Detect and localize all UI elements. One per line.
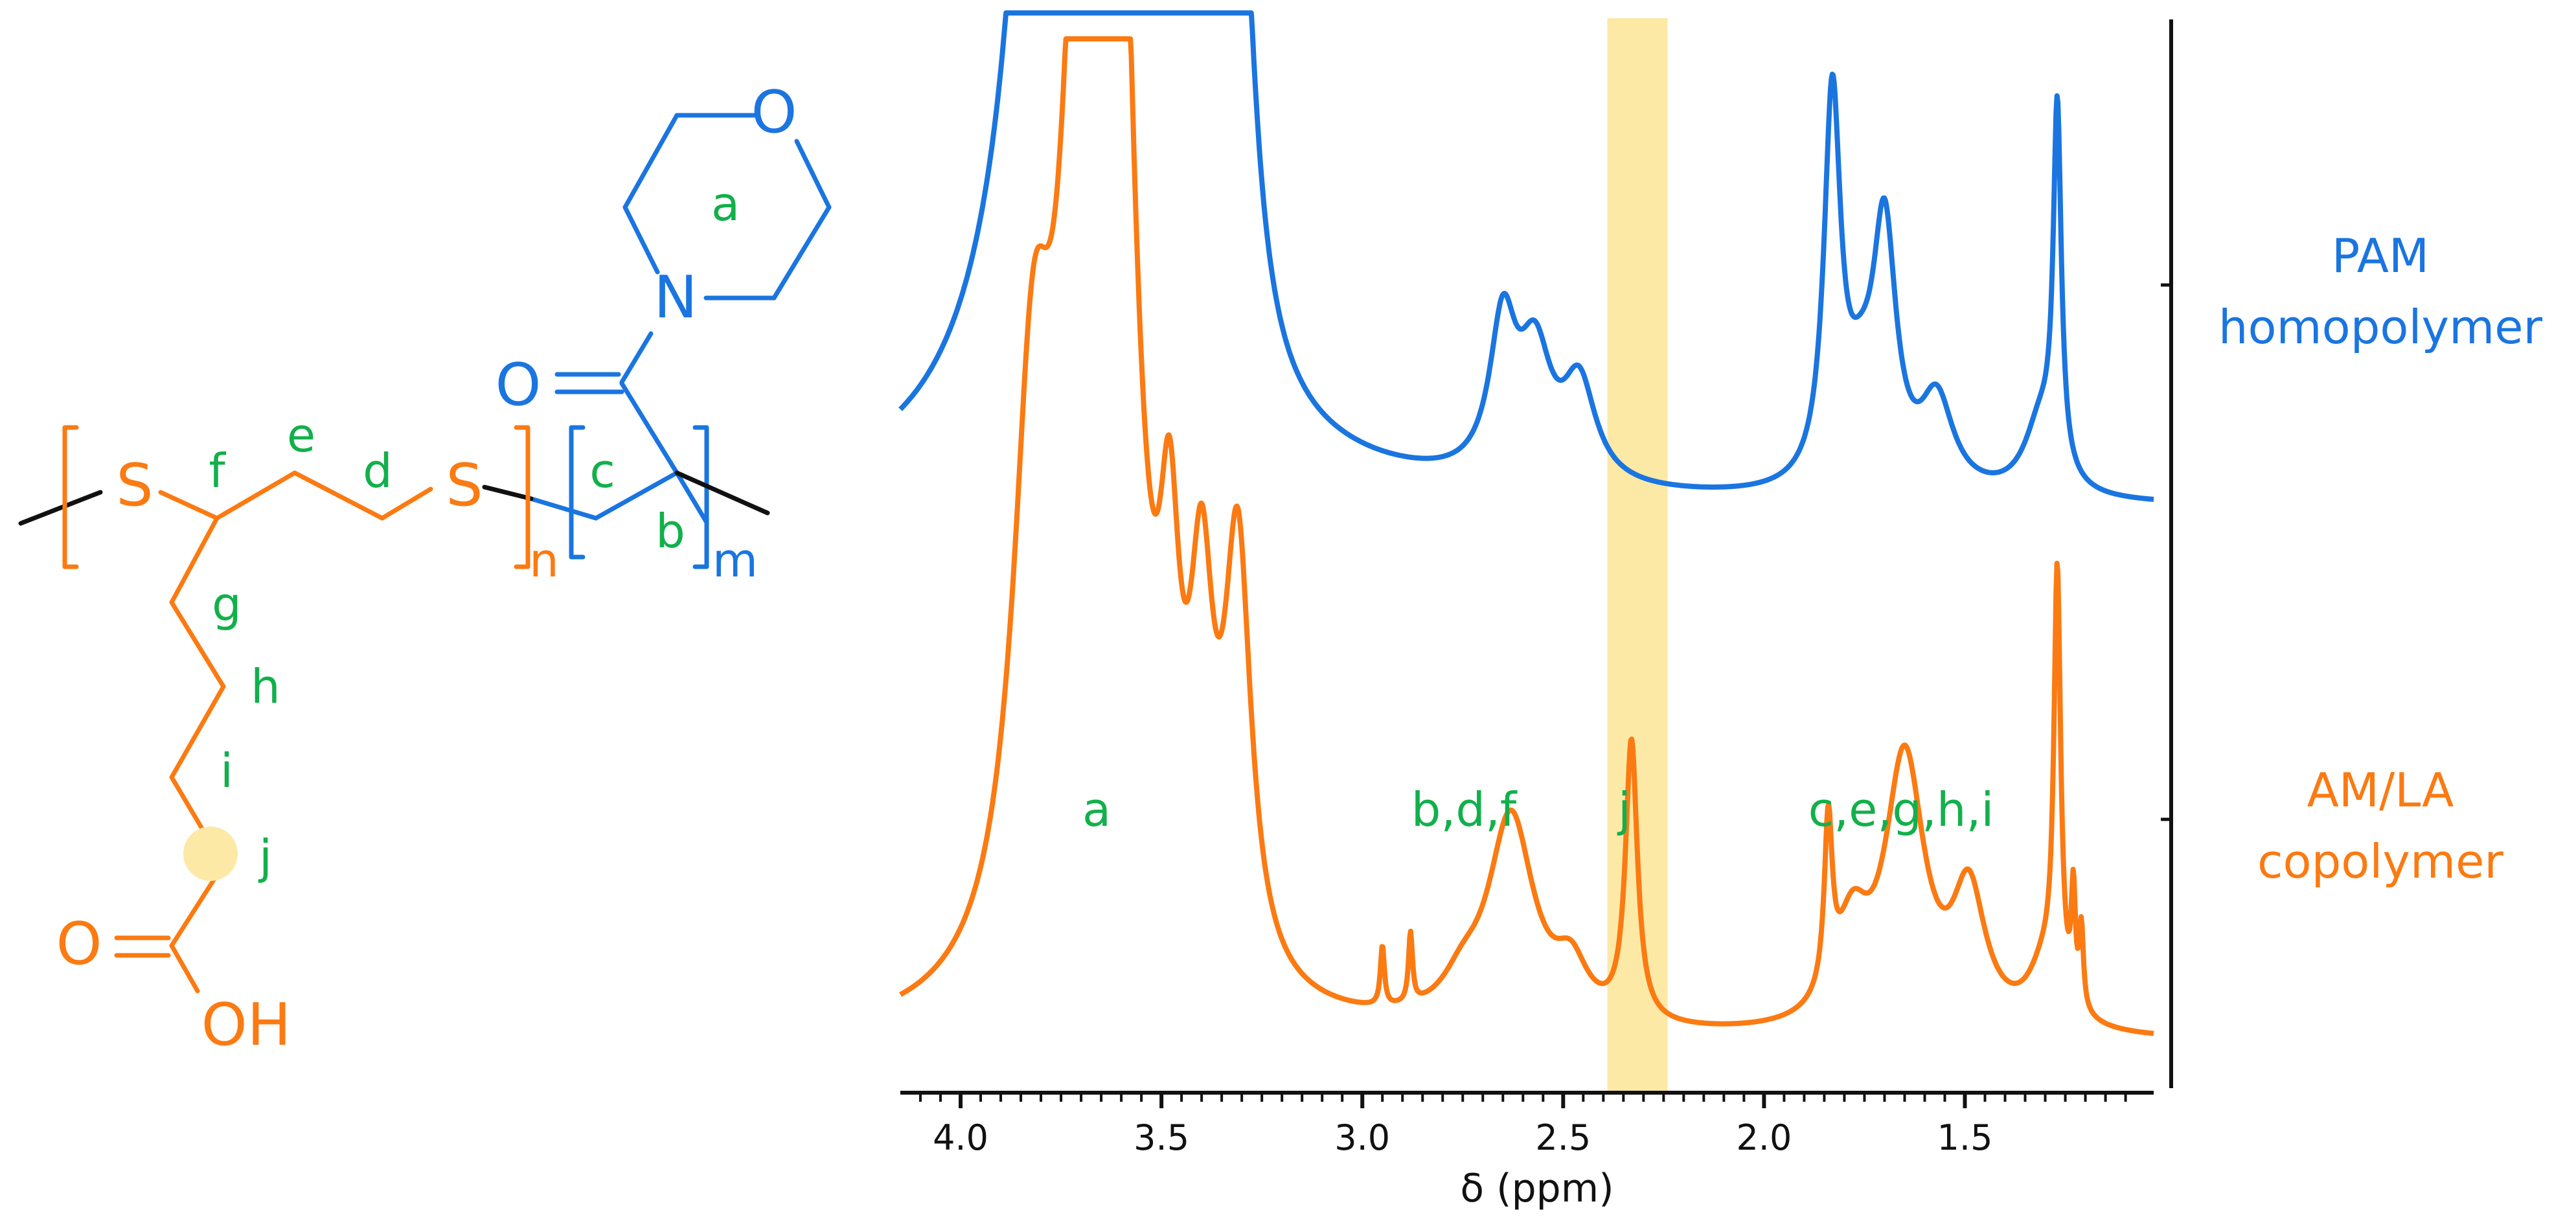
acid-oxygen-label: O <box>56 910 102 978</box>
end-group-bonds <box>18 470 770 526</box>
series-line-am-la-copolymer <box>898 36 2156 1036</box>
pam-unit-bonds <box>529 113 832 569</box>
j-position-highlight <box>183 826 238 881</box>
x-axis-tick-label: 1.5 <box>1937 1117 1993 1158</box>
ring-oxygen-label: O <box>751 78 797 146</box>
peak-label-j: j <box>1617 782 1631 837</box>
chemical-structure: O N O S S O OH n m a b c d e f g h i j <box>18 78 832 1059</box>
pam-label-line-1: PAM <box>2332 229 2429 283</box>
repeat-subscript-m: m <box>712 533 758 587</box>
la-unit-bonds <box>62 425 530 994</box>
amla-label-line-1: AM/LA <box>2307 763 2454 817</box>
position-label-e: e <box>287 408 315 462</box>
x-axis-tick-label: 2.0 <box>1736 1117 1792 1158</box>
sulfur-1-label: S <box>116 451 153 519</box>
amla-label-line-2: copolymer <box>2257 834 2503 889</box>
peak-label-a: a <box>1082 782 1111 837</box>
nmr-spectrum: 4.0 3.5 3.0 2.5 2.0 1.5 δ (ppm) PAM homopolym… <box>898 10 2543 1211</box>
position-label-f: f <box>209 444 226 498</box>
amla-series-label: AM/LA copolymer <box>2257 763 2503 889</box>
x-axis-tick-labels: 4.0 3.5 3.0 2.5 2.0 1.5 <box>933 1117 1992 1158</box>
position-label-g: g <box>212 577 242 632</box>
x-axis-tick-label: 3.5 <box>1134 1117 1189 1158</box>
proton-position-labels: a b c d e f g h i j <box>209 177 740 884</box>
sulfur-2-label: S <box>446 451 483 519</box>
peak-assignment-labels: a b,d,f j c,e,g,h,i <box>1082 782 1994 837</box>
x-axis-tick-label: 2.5 <box>1535 1117 1591 1158</box>
position-label-c: c <box>589 444 615 498</box>
hydroxyl-label: OH <box>201 991 291 1059</box>
x-axis-minor-ticks <box>919 1093 2127 1102</box>
position-label-a: a <box>711 177 740 231</box>
pam-series-label: PAM homopolymer <box>2218 229 2543 354</box>
position-label-d: d <box>363 444 393 498</box>
x-axis-label: δ (ppm) <box>1460 1166 1613 1211</box>
j-peak-highlight-band <box>1607 18 1668 1095</box>
x-axis-tick-label: 4.0 <box>933 1117 988 1158</box>
peak-label-bdf: b,d,f <box>1411 782 1518 837</box>
position-label-i: i <box>220 744 233 798</box>
repeat-subscript-n: n <box>529 533 559 587</box>
pam-label-line-2: homopolymer <box>2218 300 2543 354</box>
peak-label-cegh: c,e,g,h,i <box>1808 782 1994 837</box>
position-label-h: h <box>251 659 280 714</box>
amide-oxygen-label: O <box>496 351 541 419</box>
position-label-j: j <box>258 830 272 884</box>
x-axis-tick-label: 3.0 <box>1334 1117 1390 1158</box>
x-axis-major-ticks <box>959 1093 1967 1108</box>
series-line-pam-homopolymer <box>898 10 2156 502</box>
position-label-b: b <box>655 504 685 558</box>
nitrogen-label: N <box>654 264 697 332</box>
